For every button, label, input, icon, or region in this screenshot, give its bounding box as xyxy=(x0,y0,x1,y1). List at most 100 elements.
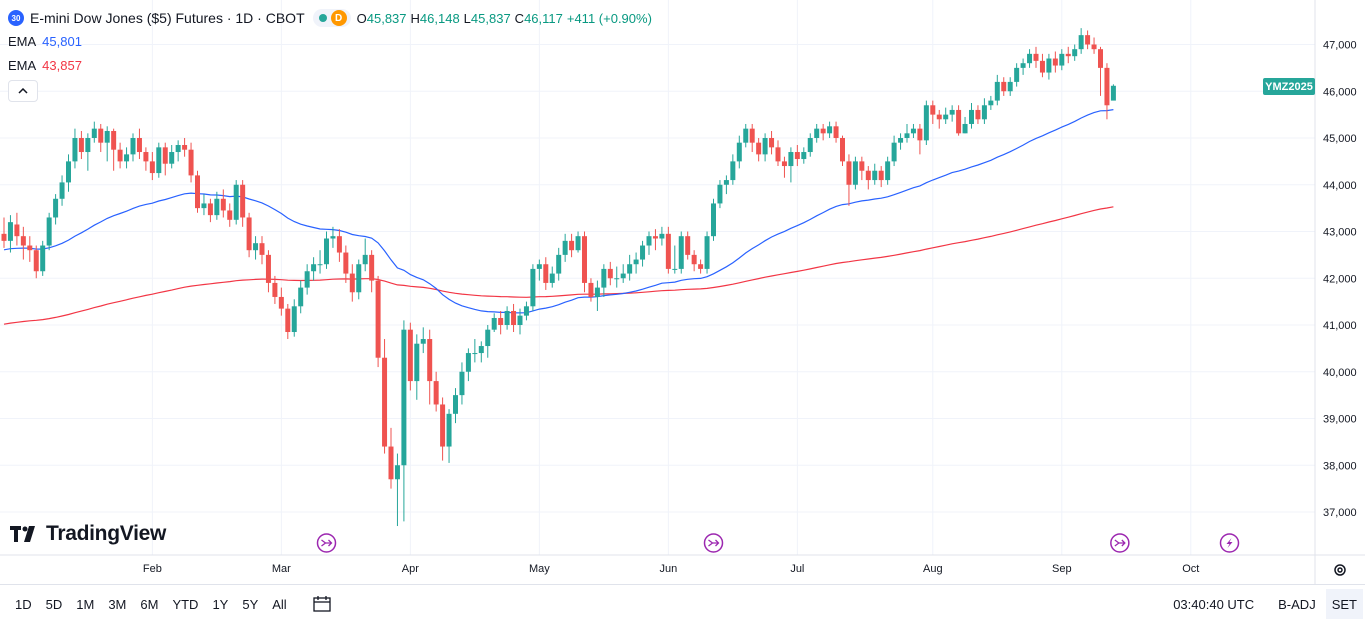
price-chart[interactable]: 37,000 38,000 39,000 40,000 41,000 42,000 43,0… xyxy=(0,0,1365,584)
tradingview-logo-icon xyxy=(10,526,35,542)
range-1d[interactable]: 1D xyxy=(15,596,32,612)
range-3m[interactable]: 3M xyxy=(108,596,127,612)
market-status[interactable]: D xyxy=(312,9,351,27)
candle xyxy=(762,133,768,162)
candle xyxy=(478,341,484,363)
candle xyxy=(227,203,233,227)
y-tick-label: 44,000 xyxy=(1323,180,1357,192)
candle xyxy=(536,259,542,281)
candle xyxy=(85,133,91,171)
dividend-split-icon[interactable] xyxy=(703,533,724,553)
candle xyxy=(723,175,729,195)
candle xyxy=(872,163,878,185)
candle xyxy=(717,180,723,209)
candle xyxy=(169,145,175,169)
ohlc-low: L45,837 xyxy=(463,10,511,26)
candle xyxy=(78,130,84,160)
x-tick-label: Aug xyxy=(923,563,943,575)
range-6m[interactable]: 6M xyxy=(140,596,159,612)
indicator-ema-slow[interactable]: EMA 43,857 xyxy=(8,58,82,73)
dividend-split-icon[interactable] xyxy=(1110,533,1130,553)
y-tick-label: 41,000 xyxy=(1323,320,1357,332)
candle xyxy=(1001,77,1007,96)
dividend-split-icon[interactable] xyxy=(316,533,337,553)
range-ytd[interactable]: YTD xyxy=(172,596,199,612)
candle xyxy=(1065,46,1071,64)
candle xyxy=(117,142,123,169)
candle xyxy=(472,339,478,363)
candle xyxy=(601,264,607,297)
candle xyxy=(414,334,420,400)
candle xyxy=(498,310,504,335)
candle xyxy=(969,102,974,129)
ohlc-open: O45,837 xyxy=(356,10,407,26)
candle xyxy=(756,138,762,162)
x-tick-label: Feb xyxy=(143,563,162,575)
candle xyxy=(672,245,678,274)
candle xyxy=(485,325,491,358)
y-tick-label: 38,000 xyxy=(1323,460,1357,472)
candle xyxy=(1091,37,1097,54)
range-1y[interactable]: 1Y xyxy=(212,596,229,612)
utc-clock[interactable]: 03:40:40 UTC xyxy=(1173,596,1255,612)
back-adjust-toggle[interactable]: B-ADJ xyxy=(1278,596,1316,612)
candle xyxy=(582,231,587,293)
range-1m[interactable]: 1M xyxy=(76,596,95,612)
candle xyxy=(240,180,246,227)
candle xyxy=(175,140,181,162)
y-tick-label: 45,000 xyxy=(1323,133,1357,145)
candle xyxy=(885,156,891,185)
candle xyxy=(994,74,1000,106)
candle xyxy=(569,233,575,258)
candle xyxy=(1085,30,1091,50)
candle xyxy=(691,250,697,272)
ohlc-high: H46,148 xyxy=(410,10,460,26)
candle xyxy=(517,308,523,335)
candle xyxy=(40,240,46,276)
range-5d[interactable]: 5D xyxy=(45,596,63,612)
candle xyxy=(775,140,781,167)
candle xyxy=(149,152,155,181)
candle xyxy=(678,231,684,274)
candle xyxy=(562,233,568,262)
range-5y[interactable]: 5Y xyxy=(242,596,259,612)
candle xyxy=(394,453,400,527)
candle xyxy=(1046,53,1052,80)
collapse-legend-button[interactable] xyxy=(8,80,38,102)
candle xyxy=(633,252,639,274)
candle xyxy=(917,123,923,155)
earnings-lightning-icon[interactable] xyxy=(1219,533,1240,553)
candle xyxy=(440,397,446,461)
x-tick-label: Mar xyxy=(272,563,291,575)
candle xyxy=(182,138,188,157)
range-all[interactable]: All xyxy=(272,596,287,612)
candle xyxy=(298,280,304,314)
candle xyxy=(91,121,97,143)
candle xyxy=(336,229,342,262)
symbol-legend[interactable]: 30 E-mini Dow Jones ($5) Futures · 1D · … xyxy=(8,8,652,28)
candle xyxy=(66,154,71,192)
indicator-ema-fast[interactable]: EMA 45,801 xyxy=(8,34,82,49)
candle xyxy=(711,198,716,241)
candle xyxy=(788,147,794,183)
candle xyxy=(427,329,433,405)
candle xyxy=(491,313,497,333)
session-toggle[interactable]: SET xyxy=(1325,589,1363,619)
candle xyxy=(640,240,646,267)
candle xyxy=(407,322,413,391)
candle xyxy=(1007,77,1013,96)
candle xyxy=(840,135,845,167)
candle xyxy=(685,231,691,260)
candle xyxy=(156,142,162,178)
candle xyxy=(369,250,375,293)
chart-settings-gear-icon[interactable] xyxy=(1330,560,1350,580)
candle xyxy=(265,250,271,293)
tradingview-logo[interactable]: TradingView xyxy=(10,522,166,546)
candle xyxy=(253,236,259,260)
candle xyxy=(820,123,826,141)
event-markers[interactable] xyxy=(316,533,1240,553)
candle xyxy=(781,156,787,178)
symbol-title[interactable]: E-mini Dow Jones ($5) Futures · 1D · CBO… xyxy=(30,10,305,26)
date-range-calendar-icon[interactable] xyxy=(312,595,332,613)
candle xyxy=(188,142,194,183)
